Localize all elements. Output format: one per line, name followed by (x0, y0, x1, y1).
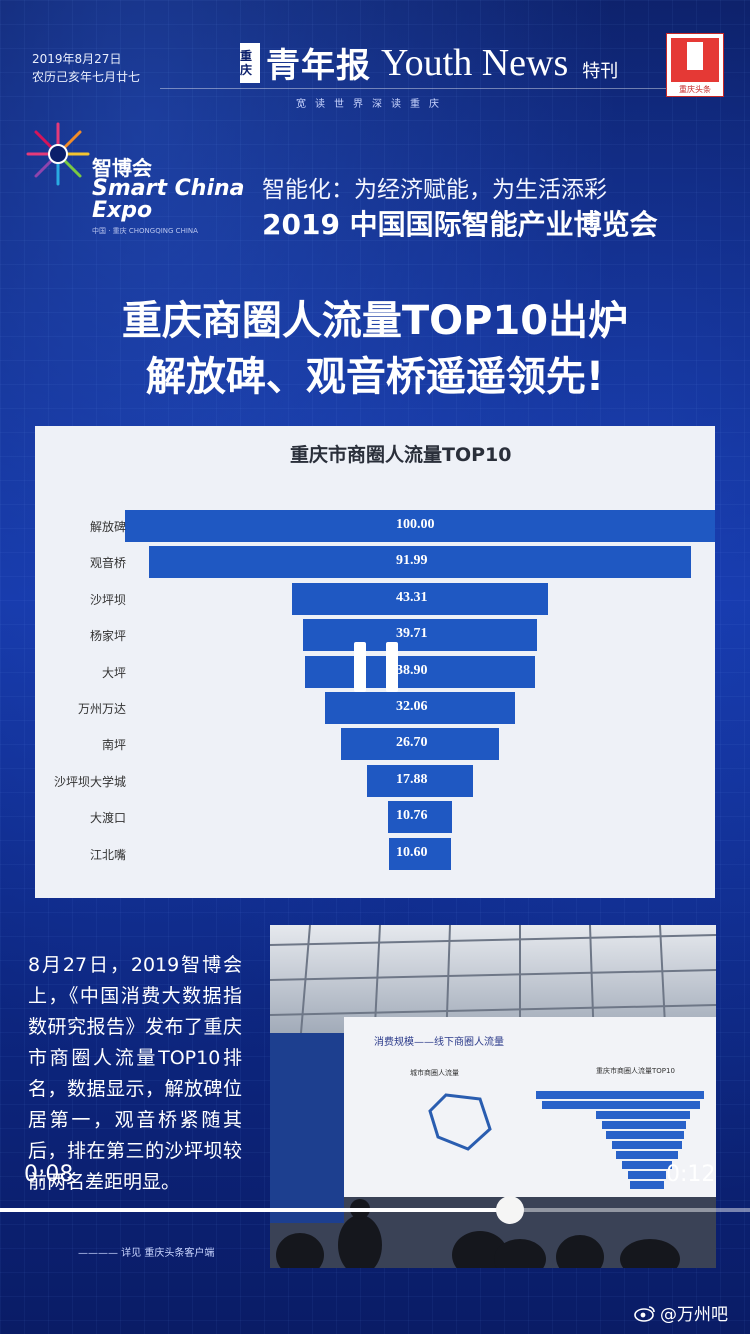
chongqing-headline-emblem: 重庆头条 (666, 33, 724, 97)
date-gregorian: 2019年8月27日 (32, 52, 122, 66)
funnel-bar (302, 619, 538, 652)
funnel-bar (388, 801, 452, 834)
article-credit: ———— 详见 重庆头条客户端 (78, 1248, 215, 1259)
bar-value-label: 26.70 (396, 735, 428, 751)
screen-left-chart-title: 城市商圈人流量 (410, 1068, 459, 1077)
expo-chinese-name: 智博会 (92, 156, 152, 180)
expo-english-line2: Expo (92, 198, 153, 223)
current-time: 0:08 (24, 1162, 74, 1187)
bar-value-label: 17.88 (396, 771, 428, 787)
chart-title: 重庆市商圈人流量TOP10 (290, 444, 512, 466)
expo-english-name: Smart China Expo (92, 178, 245, 222)
tower-icon (687, 42, 703, 70)
header-divider (160, 88, 720, 89)
category-label: 大坪 (101, 665, 126, 680)
progress-fill (0, 1208, 510, 1212)
bar-value-label: 10.60 (396, 844, 428, 860)
bar-value-label: 39.71 (396, 626, 428, 642)
newspaper-logo: 重庆 青年报 Youth News 特刊 (240, 38, 618, 87)
funnel-bar (341, 728, 499, 761)
expo-subtitle: 中国 · 重庆 CHONGQING CHINA (92, 227, 198, 235)
logo-chinese-name: 青年报 (266, 46, 371, 86)
article-description: 8月27日，2019智博会上，《中国消费大数据指数研究报告》发布了重庆市商圈人流… (28, 954, 242, 1193)
category-label: 万州万达 (77, 702, 126, 716)
progress-scrubber-handle[interactable] (496, 1196, 524, 1224)
category-label: 大渡口 (89, 811, 126, 826)
newspaper-date: 2019年8月27日 农历己亥年七月廿七 (32, 50, 140, 86)
expo-slogan: 智能化：为经济赋能，为生活添彩 (262, 177, 607, 203)
funnel-bar (367, 764, 473, 797)
funnel-bar (305, 655, 535, 688)
screen-title: 消费规模——线下商圈人流量 (374, 1035, 504, 1048)
bar-value-label: 10.76 (396, 808, 428, 824)
watermark-text: @万州吧 (660, 1305, 728, 1325)
newspaper-tagline: 宽读世界深读重庆 (296, 99, 448, 110)
screen-right-chart-title: 重庆市商圈人流量TOP10 (596, 1066, 675, 1075)
bar-value-label: 38.90 (396, 662, 428, 678)
total-duration: 0:12 (666, 1162, 716, 1187)
bar-value-label: 100.00 (396, 517, 435, 532)
expo-english-line1: Smart China (92, 176, 245, 201)
category-label: 观音桥 (89, 556, 126, 571)
funnel-bar (292, 582, 548, 615)
category-label: 杨家坪 (89, 629, 126, 644)
category-label: 江北嘴 (89, 847, 126, 862)
emblem-label: 重庆头条 (679, 85, 711, 94)
logo-english-name: Youth News (381, 41, 569, 84)
source-watermark: @万州吧 (634, 1300, 728, 1325)
smart-expo-logo-icon (26, 122, 90, 186)
venue-photo-scene: 消费规模——线下商圈人流量 城市商圈人流量 重庆市商圈人流量TOP10 (270, 925, 716, 1268)
bar-value-label: 91.99 (396, 553, 428, 569)
funnel-bar (125, 510, 715, 542)
special-issue-label: 特刊 (582, 60, 619, 82)
pause-button[interactable] (354, 642, 398, 692)
expo-title: 2019 中国国际智能产业博览会 (262, 208, 658, 241)
funnel-bar (388, 837, 452, 870)
funnel-bar (148, 546, 692, 579)
category-label: 沙坪坝大学城 (53, 774, 126, 789)
pause-bar-right-icon (386, 642, 398, 692)
category-label: 解放碑 (89, 520, 126, 534)
weibo-icon (634, 1305, 655, 1322)
bar-value-label: 32.06 (396, 699, 428, 714)
category-label: 沙坪坝 (89, 592, 126, 607)
date-lunar: 农历己亥年七月廿七 (32, 70, 141, 84)
category-label: 南坪 (101, 738, 126, 753)
bar-value-label: 43.31 (396, 589, 428, 605)
funnel-bar (325, 692, 515, 724)
headline-line1: 重庆商圈人流量TOP10出炉 (121, 298, 629, 344)
headline-line2: 解放碑、观音桥遥遥领先! (145, 354, 605, 400)
expo-venue-photo: 消费规模——线下商圈人流量 城市商圈人流量 重庆市商圈人流量TOP10 (270, 925, 716, 1268)
pause-bar-left-icon (354, 642, 366, 692)
logo-chongqing-mark: 重庆 (240, 42, 260, 83)
